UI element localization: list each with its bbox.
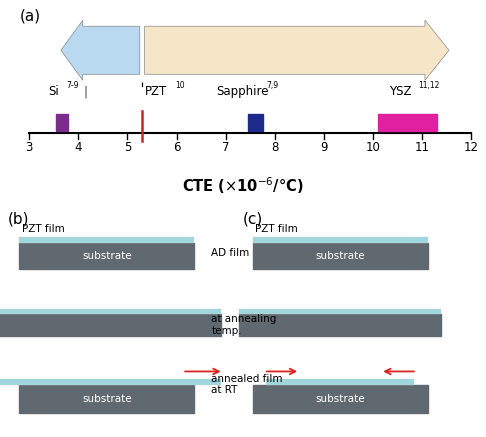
Text: 8: 8 <box>271 141 278 154</box>
Text: 10: 10 <box>175 81 185 90</box>
Bar <box>19 243 194 269</box>
Bar <box>239 314 441 336</box>
Bar <box>253 243 428 269</box>
Text: Si: Si <box>48 85 59 98</box>
Bar <box>19 237 194 243</box>
Text: substrate: substrate <box>315 251 365 260</box>
Bar <box>56 114 69 131</box>
Text: (b): (b) <box>7 212 29 227</box>
Bar <box>239 309 441 314</box>
Text: 11,12: 11,12 <box>418 81 440 90</box>
Text: PZT: PZT <box>145 85 167 98</box>
Text: 7: 7 <box>222 141 229 154</box>
Text: |: | <box>84 85 87 98</box>
Bar <box>253 385 428 413</box>
Bar <box>248 114 262 131</box>
Text: PZT film: PZT film <box>255 224 298 234</box>
Text: 4: 4 <box>74 141 82 154</box>
Bar <box>266 379 414 385</box>
Text: 7,9: 7,9 <box>266 81 278 90</box>
Text: annealed film
at RT: annealed film at RT <box>211 374 283 395</box>
FancyArrow shape <box>145 20 449 80</box>
Text: CTE ($\times$10$^{-6}$/°C): CTE ($\times$10$^{-6}$/°C) <box>182 175 304 195</box>
Text: substrate: substrate <box>82 251 132 260</box>
Bar <box>0 309 221 314</box>
Bar <box>0 314 221 336</box>
Bar <box>253 237 428 243</box>
Text: Sapphire: Sapphire <box>216 85 268 98</box>
Bar <box>0 379 221 385</box>
Text: 10: 10 <box>365 141 381 154</box>
FancyArrow shape <box>61 20 140 80</box>
Text: (a): (a) <box>19 9 40 24</box>
Text: substrate: substrate <box>315 394 365 404</box>
Text: (c): (c) <box>243 212 263 227</box>
Text: 5: 5 <box>124 141 131 154</box>
Text: at annealing
temp.: at annealing temp. <box>211 314 277 336</box>
Bar <box>378 114 437 131</box>
Text: 12: 12 <box>464 141 479 154</box>
Bar <box>19 385 194 413</box>
Text: 6: 6 <box>173 141 180 154</box>
Text: substrate: substrate <box>82 394 132 404</box>
Text: 7-9: 7-9 <box>66 81 78 90</box>
Text: 9: 9 <box>320 141 328 154</box>
Text: 11: 11 <box>415 141 430 154</box>
Text: AD film: AD film <box>211 248 250 258</box>
Text: YSZ: YSZ <box>389 85 412 98</box>
Text: PZT film: PZT film <box>22 224 65 234</box>
Text: 3: 3 <box>25 141 33 154</box>
